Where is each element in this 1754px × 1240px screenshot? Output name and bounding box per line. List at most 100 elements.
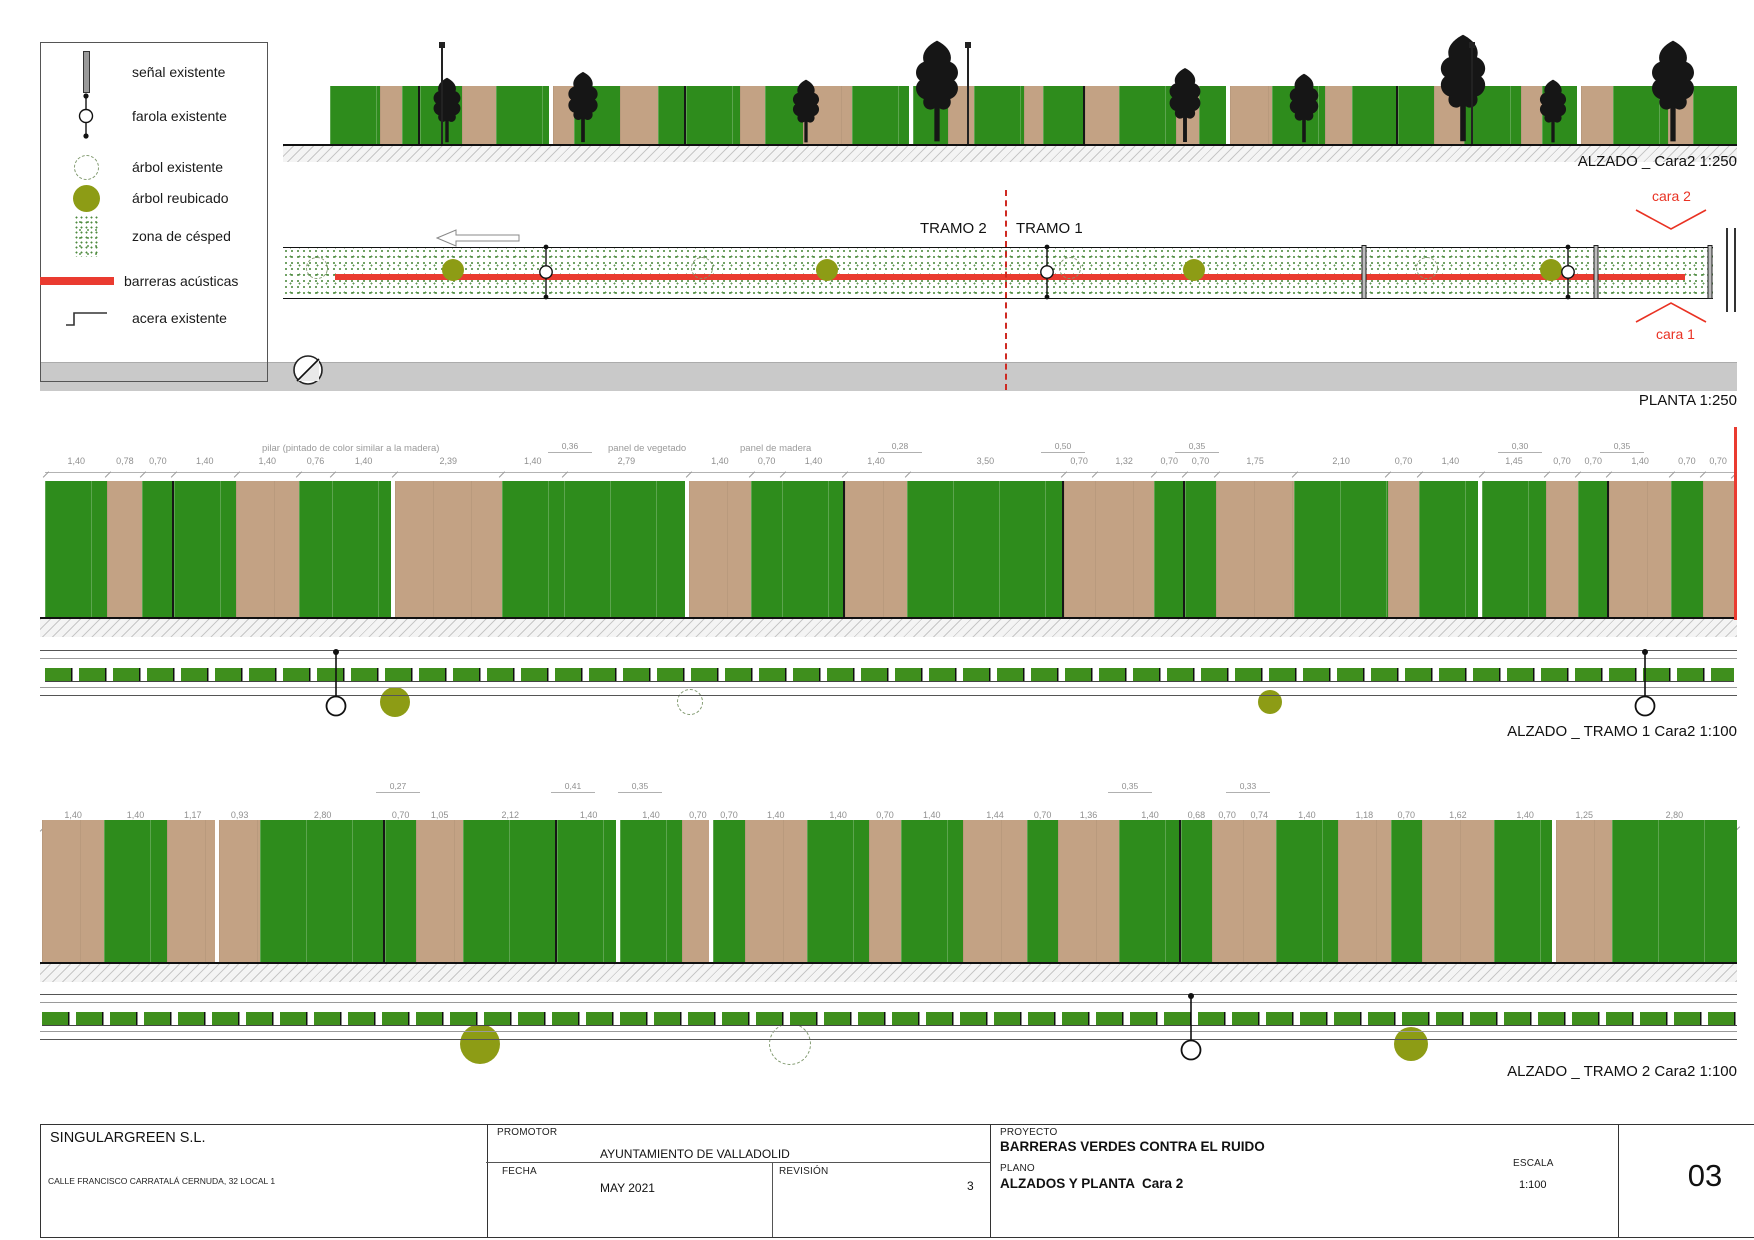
plano-value: ALZADOS Y PLANTA Cara 2: [1000, 1176, 1184, 1191]
dimension-segment: 0,70: [1387, 456, 1420, 473]
barrier-panel: [107, 481, 143, 617]
dimension-segment: 3,50: [907, 456, 1064, 473]
barrier-panel: [42, 820, 105, 962]
planta-end-line-2: [1734, 228, 1736, 312]
barrier-panel: [686, 86, 740, 144]
barrier-panel: [416, 820, 464, 962]
barrier-panel: [1419, 481, 1482, 617]
dimension-segment: 1,40: [173, 456, 237, 473]
barrier-panel: [1184, 481, 1217, 617]
dimension-segment: 0,70: [751, 456, 783, 473]
dimension-segment: 0,76: [298, 456, 333, 473]
dimension-segment: 1,40: [236, 456, 299, 473]
cara2-chevron-icon: [1635, 209, 1707, 230]
streetlight-icon: [1040, 244, 1054, 300]
relocated-tree-icon: [40, 184, 118, 212]
dimension-segment: 2,39: [394, 456, 502, 473]
barrier-panel: [1671, 481, 1703, 617]
tramo1-panels: [45, 481, 1734, 617]
titleblock-company: SINGULARGREEN S.L.: [50, 1130, 206, 1146]
legend-item-label: barreras acústicas: [124, 273, 239, 289]
barrier-panel: [782, 481, 845, 617]
planta-dashed-trees-layer: [0, 244, 1754, 292]
sheet-number: 03: [1687, 1158, 1723, 1193]
planta-cesped-band: [283, 247, 1713, 299]
barrier-panel: [104, 820, 167, 962]
relocated-tree-icon: [1394, 1027, 1428, 1061]
streetlight-icon: [1180, 993, 1202, 1061]
signal-post-icon: [1707, 245, 1713, 299]
planta-end-line-1: [1726, 228, 1728, 312]
tramo1-barrier-end-mark: [1734, 427, 1737, 620]
dimension-segment: 0,70: [1671, 456, 1703, 473]
barrier-panel: [1042, 86, 1085, 144]
dimension-segment: 0,70: [1702, 456, 1734, 473]
barrier-panel: [1275, 820, 1339, 962]
barrier-panel: [1546, 481, 1578, 617]
dimension-segment: 1,40: [501, 456, 565, 473]
proyecto-label: PROYECTO: [1000, 1127, 1058, 1138]
upper-dimension: 0,28: [878, 441, 922, 453]
barrier-panel: [962, 820, 1028, 962]
tramo1-label: TRAMO 1: [1016, 220, 1083, 237]
alzado-cara2-trees-layer: [0, 30, 1754, 144]
legend-item-label: acera existente: [132, 310, 227, 326]
signal-pole-icon: [1469, 42, 1475, 144]
barrier-panel: [379, 86, 403, 144]
legend-item-label: zona de césped: [132, 228, 231, 244]
dimension-segment: 0,70: [1546, 456, 1578, 473]
streetlight-icon: [1634, 649, 1656, 717]
dimension-segment: 1,40: [1608, 456, 1672, 473]
road-band: [40, 362, 1737, 391]
upper-dimension: 0,41: [551, 781, 595, 793]
barrier-panel: [1397, 86, 1434, 144]
relocated-tree-icon: [380, 687, 410, 717]
tramo1-ground-hatch: [40, 617, 1737, 637]
barrier-panel: [682, 820, 714, 962]
cara1-label: cara 1: [1656, 326, 1695, 342]
barrier-panel: [236, 481, 299, 617]
dimension-segment: 1,40: [688, 456, 752, 473]
barrier-panel: [1351, 86, 1398, 144]
barrier-panel: [166, 820, 219, 962]
grass-zone-icon: [40, 215, 118, 257]
upper-dimension: 0,35: [1108, 781, 1152, 793]
tree-silhouette-icon: [1539, 79, 1567, 143]
barrier-panel: [332, 481, 395, 617]
tramo1-dimension-row: 1,40 0,78 0,70 1,40 1,40 0,76 1,40 2,39 1,40 2,79…: [45, 456, 1734, 473]
tramo1-upper-dims-layer: 0,36 0,28 0,50 0,35 0,30 0,35: [0, 441, 1754, 455]
titleblock-divider-3: [1618, 1124, 1620, 1237]
barrier-panel: [1153, 481, 1185, 617]
annotation-note: pilar (pintado de color similar a la mad…: [262, 443, 440, 454]
tree-silhouette-icon: [792, 79, 820, 143]
barrier-panel: [1608, 481, 1672, 617]
legend-item-label: farola existente: [132, 108, 227, 124]
tramo1-strip-line-3: [40, 687, 1737, 688]
barrier-panel: [1692, 86, 1737, 144]
dimension-segment: 0,78: [107, 456, 143, 473]
streetlight-icon: [1561, 244, 1575, 300]
titleblock-mid-line: [486, 1162, 990, 1163]
tramo2-strip-line-3: [40, 1031, 1737, 1032]
legend-item: árbol reubicado: [40, 174, 266, 222]
existing-tree-icon: [306, 257, 328, 279]
relocated-tree-icon: [442, 259, 464, 281]
planta-acoustic-barrier-line: [335, 274, 1685, 280]
tramo2-planter-band: [42, 1012, 1737, 1026]
tramo2-upper-dims-layer: 0,27 0,41 0,35 0,35 0,33: [0, 781, 1754, 795]
tramo2-strip-line-2: [40, 1002, 1737, 1003]
existing-tree-icon: [1059, 257, 1081, 279]
dimension-segment: 1,45: [1481, 456, 1547, 473]
tramo2-strip-farolas-layer: [0, 992, 1754, 1062]
barrier-panel: [1027, 820, 1059, 962]
tramo-divider-line: [1005, 190, 1007, 390]
barrier-panel: [900, 820, 963, 962]
relocated-tree-icon: [1258, 690, 1282, 714]
legend-box: [40, 42, 268, 382]
barrier-panel: [1199, 86, 1230, 144]
planta-label: PLANTA 1:250: [1638, 392, 1737, 409]
tree-silhouette-icon: [1652, 40, 1694, 142]
barrier-panel: [1702, 481, 1734, 617]
barrier-panel: [1094, 481, 1154, 617]
promotor-value: AYUNTAMIENTO DE VALLADOLID: [600, 1147, 790, 1161]
